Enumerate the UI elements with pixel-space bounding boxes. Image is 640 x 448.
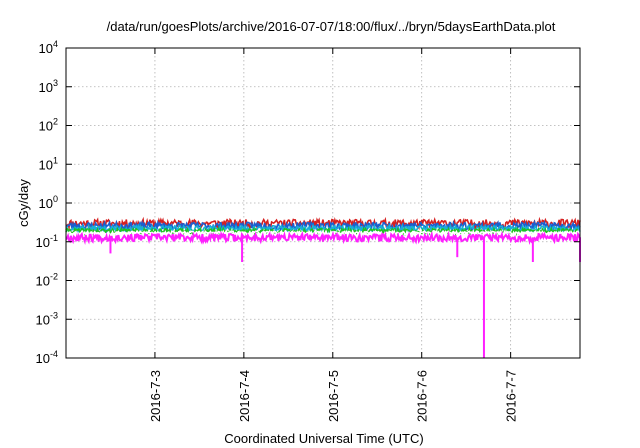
chart-title: /data/run/goesPlots/archive/2016-07-07/1… [107,19,556,34]
x-tick-label: 2016-7-4 [237,370,252,422]
y-tick-label: 10-4 [36,349,58,366]
y-tick-label: 10-3 [36,310,58,327]
y-axis-label: cGy/day [16,179,31,227]
y-tick-label: 104 [39,39,58,56]
y-tick-label: 10-1 [36,233,58,250]
x-tick-label: 2016-7-5 [326,370,341,422]
x-axis-label: Coordinated Universal Time (UTC) [224,431,423,446]
y-tick-label: 101 [39,155,58,172]
y-tick-label: 103 [39,78,58,95]
x-tick-label: 2016-7-3 [148,370,163,422]
x-tick-label: 2016-7-7 [504,370,519,422]
y-tick-label: 102 [39,117,58,134]
y-tick-label: 10-2 [36,272,58,289]
y-axis-ticks: 10-4 10-3 10-2 10-1 100 101 102 103 104 [36,39,580,366]
x-axis-ticks: 2016-7-3 2016-7-4 2016-7-5 2016-7-6 2016-7-7 [148,48,519,422]
data-series [65,216,581,358]
series-line [65,230,581,245]
y-tick-label: 100 [39,194,58,211]
series-line [65,228,581,238]
x-tick-label: 2016-7-6 [415,370,430,422]
grid-lines [66,48,580,358]
series-line [65,222,581,235]
